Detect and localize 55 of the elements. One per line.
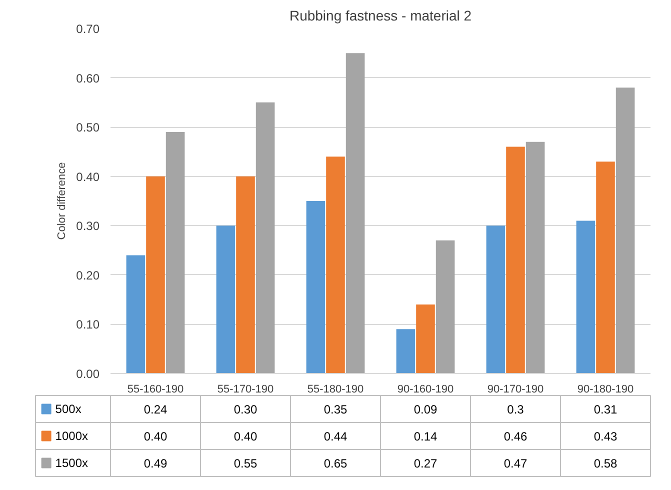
bar	[146, 176, 165, 374]
data-label: 0.3	[507, 402, 524, 416]
data-label: 0.30	[234, 402, 258, 416]
data-label: 0.40	[144, 430, 168, 444]
y-tick-label: 0.30	[76, 219, 100, 234]
legend-label: 1500x	[55, 456, 88, 470]
bar	[216, 226, 236, 374]
bar	[576, 220, 596, 374]
y-tick-label: 0.00	[76, 367, 100, 381]
y-tick-label: 0.50	[76, 120, 100, 135]
bar	[326, 156, 345, 374]
data-label: 0.58	[594, 456, 618, 470]
x-tick-label: 55-170-190	[217, 384, 274, 396]
y-axis-title: Color difference	[56, 162, 68, 240]
data-label: 0.31	[594, 402, 618, 416]
y-tick-label: 0.70	[76, 22, 100, 36]
y-tick-label: 0.40	[76, 170, 100, 184]
data-label: 0.44	[324, 430, 348, 444]
bar	[616, 88, 635, 374]
legend-label: 1000x	[55, 429, 88, 443]
y-tick-label: 0.10	[76, 318, 100, 332]
bar	[596, 162, 615, 374]
bar	[256, 102, 275, 374]
y-tick-label: 0.20	[76, 268, 100, 282]
data-label: 0.40	[234, 430, 258, 444]
data-label: 0.65	[324, 456, 348, 470]
x-tick-label: 90-160-190	[397, 384, 454, 396]
bar	[396, 329, 416, 374]
x-tick-label: 90-180-190	[577, 384, 634, 396]
chart-title: Rubbing fastness - material 2	[289, 8, 472, 24]
data-label: 0.24	[144, 402, 168, 416]
data-label: 0.35	[324, 402, 348, 416]
bar	[526, 142, 545, 374]
legend-label: 500x	[55, 402, 82, 416]
bar	[506, 146, 525, 374]
data-label: 0.43	[594, 430, 618, 444]
bar	[416, 304, 435, 374]
data-label: 0.49	[144, 456, 168, 470]
data-label: 0.55	[234, 456, 258, 470]
bar	[306, 201, 326, 374]
data-label: 0.14	[414, 430, 438, 444]
bar	[346, 53, 365, 374]
bar	[436, 240, 455, 374]
x-tick-label: 55-160-190	[127, 384, 184, 396]
data-label: 0.46	[504, 430, 528, 444]
x-tick-label: 55-180-190	[307, 384, 364, 396]
data-label: 0.47	[504, 456, 528, 470]
data-label: 0.27	[414, 456, 438, 470]
y-tick-label: 0.60	[76, 71, 100, 86]
x-tick-label: 90-170-190	[487, 384, 544, 396]
bar	[236, 176, 255, 374]
data-label: 0.09	[414, 402, 438, 416]
bar	[486, 226, 506, 374]
bar	[126, 255, 146, 374]
bar	[166, 132, 185, 374]
